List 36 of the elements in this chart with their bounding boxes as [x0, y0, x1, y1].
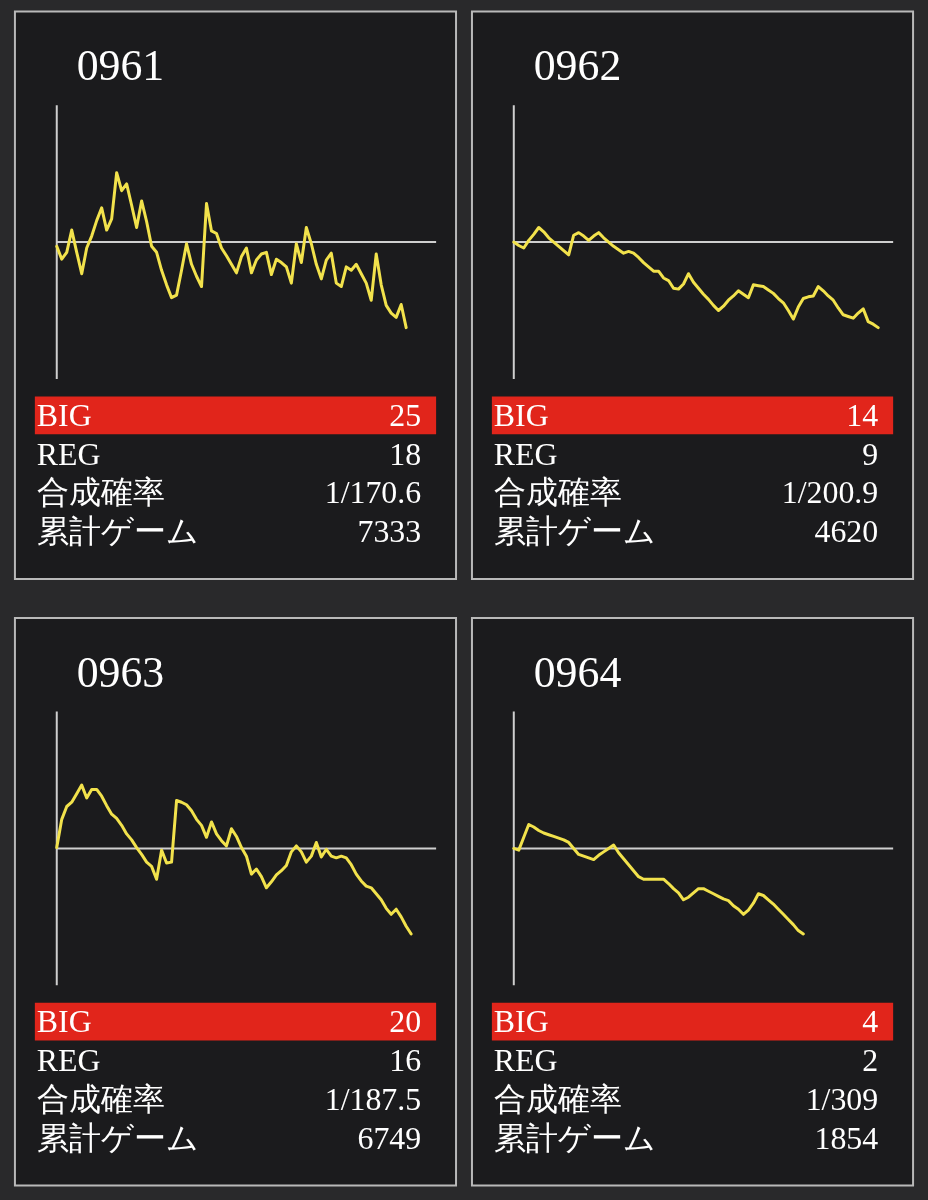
text: 7333 [357, 514, 422, 550]
text: 18 [389, 436, 422, 472]
text: BIG [36, 1004, 92, 1040]
text: 1/187.5 [324, 1081, 422, 1117]
text: REG [493, 1042, 558, 1078]
text: 累計ゲーム [493, 1120, 656, 1156]
chart-title: 0964 [533, 647, 622, 696]
chart-title: 0962 [533, 41, 622, 90]
text: 6749 [357, 1120, 422, 1156]
text: BIG [36, 397, 92, 433]
chart-title: 0963 [76, 647, 165, 696]
text: REG [36, 436, 101, 472]
text: REG [493, 436, 558, 472]
text: 20 [389, 1004, 422, 1040]
text: REG [36, 1042, 101, 1078]
text: BIG [493, 1004, 549, 1040]
text: 16 [389, 1042, 422, 1078]
text: 合成確率 [36, 475, 165, 511]
text: BIG [493, 397, 549, 433]
text: 14 [846, 397, 879, 433]
chart-title: 0961 [76, 41, 165, 90]
text: 1/309 [805, 1081, 879, 1117]
text: 合成確率 [493, 475, 622, 511]
text: 合成確率 [36, 1081, 165, 1117]
text: 4 [862, 1004, 879, 1040]
text: 1/170.6 [324, 475, 422, 511]
text: 累計ゲーム [493, 514, 656, 550]
text: 25 [389, 397, 422, 433]
text: 2 [862, 1042, 879, 1078]
text: 1854 [814, 1120, 879, 1156]
text: 合成確率 [493, 1081, 622, 1117]
text: 累計ゲーム [36, 514, 199, 550]
text: 累計ゲーム [36, 1120, 199, 1156]
text: 9 [862, 436, 879, 472]
text: 1/200.9 [781, 475, 879, 511]
text: 4620 [814, 514, 879, 550]
